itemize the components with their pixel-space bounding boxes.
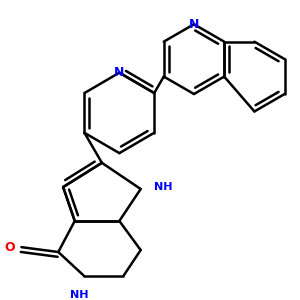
- Text: N: N: [189, 18, 199, 31]
- Text: NH: NH: [154, 182, 173, 192]
- Text: NH: NH: [70, 290, 89, 300]
- Text: N: N: [114, 66, 124, 79]
- Text: O: O: [4, 241, 15, 254]
